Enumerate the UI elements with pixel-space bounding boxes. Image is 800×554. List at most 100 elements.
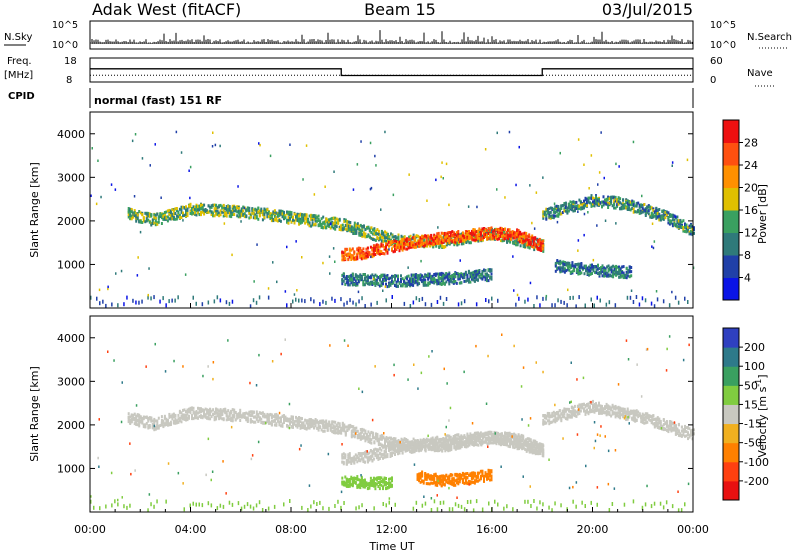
velocity-echo [200, 414, 202, 418]
power-ground-echo [192, 295, 194, 300]
power-echo [348, 248, 351, 252]
velocity-echo [239, 419, 242, 422]
velocity-echo [447, 449, 450, 453]
power-echo [514, 231, 517, 235]
velocity-echo [138, 413, 141, 417]
velocity-echo [272, 419, 275, 423]
velocity-echo [246, 416, 249, 420]
power-echo [617, 202, 620, 206]
power-noise [618, 165, 620, 168]
power-echo [391, 274, 393, 278]
velocity-echo [230, 419, 233, 422]
power-echo [210, 210, 213, 214]
velocity-echo [219, 411, 222, 414]
power-echo [490, 275, 493, 279]
velocity-echo [337, 427, 340, 431]
velocity-echo [301, 425, 303, 429]
power-echo [180, 205, 183, 209]
velocity-echo [212, 408, 215, 412]
power-echo [249, 215, 252, 219]
power-echo [428, 275, 431, 279]
power-echo [532, 245, 535, 249]
power-ground-echo [298, 298, 300, 303]
power-echo [236, 210, 239, 214]
power-echo [652, 209, 655, 213]
velocity-echo [163, 423, 166, 427]
power-echo [554, 211, 557, 214]
power-echo [345, 275, 348, 278]
power-echo [554, 207, 557, 211]
velocity-echo [299, 425, 302, 429]
power-ground-echo [304, 299, 306, 304]
velocity-echo [338, 425, 341, 428]
power-echo [382, 252, 384, 255]
nave-tick-bottom: 0 [710, 75, 716, 86]
power-echo [392, 244, 395, 248]
velocity-echo [148, 425, 151, 429]
power-echo [572, 204, 575, 208]
power-echo [613, 200, 616, 203]
velocity-echo [292, 423, 294, 427]
power-echo [479, 233, 482, 237]
velocity-echo [313, 420, 316, 424]
power-echo [566, 206, 569, 210]
power-echo [142, 219, 145, 223]
power-echo [374, 246, 377, 250]
power-echo [439, 235, 442, 239]
velocity-echo [207, 413, 210, 417]
power-ground-echo [569, 296, 571, 300]
power-echo [567, 209, 570, 213]
power-echo [431, 280, 434, 284]
power-echo [467, 269, 470, 273]
power-echo [197, 204, 199, 208]
velocity-echo [133, 412, 136, 416]
velocity-echo [310, 418, 313, 422]
power-noise [356, 163, 359, 166]
power-ground-echo [358, 299, 360, 304]
power-noise [515, 183, 517, 187]
power-echo [421, 243, 424, 246]
power-noise [641, 194, 643, 198]
power-echo [328, 223, 331, 227]
velocity-echo [346, 428, 349, 432]
velocity-echo [304, 426, 307, 430]
power-echo [328, 218, 331, 222]
power-echo [495, 237, 497, 240]
power-echo [549, 214, 552, 218]
power-echo [361, 227, 364, 231]
power-ground-echo [286, 303, 288, 308]
velocity-echo [323, 429, 326, 433]
velocity-echo [192, 406, 195, 410]
power-echo [233, 205, 236, 209]
velocity-echo [251, 410, 254, 414]
power-echo [440, 277, 443, 281]
power-echo [406, 281, 409, 285]
power-echo [418, 241, 421, 245]
velocity-echo [287, 419, 290, 423]
power-echo [493, 232, 496, 236]
velocity-echo [219, 413, 222, 417]
power-echo [295, 218, 297, 222]
velocity-echo [266, 412, 269, 416]
power-echo [374, 282, 377, 286]
power-ground-echo [614, 303, 617, 308]
power-echo [589, 266, 592, 270]
power-echo [618, 272, 621, 276]
velocity-echo [376, 437, 379, 441]
power-noise [590, 154, 593, 157]
power-echo [363, 283, 366, 287]
power-ground-echo [445, 297, 448, 301]
power-echo [687, 229, 689, 233]
velocity-echo [334, 425, 337, 429]
velocity-echo [388, 436, 391, 440]
power-noise [329, 272, 331, 275]
velocity-echo [444, 449, 447, 453]
power-noise [133, 195, 136, 198]
power-echo [498, 231, 500, 234]
power-echo [457, 235, 460, 239]
power-echo [436, 241, 439, 245]
power-echo [404, 284, 407, 288]
power-echo [258, 209, 261, 213]
power-ground-echo [515, 302, 517, 307]
power-echo [314, 216, 317, 220]
